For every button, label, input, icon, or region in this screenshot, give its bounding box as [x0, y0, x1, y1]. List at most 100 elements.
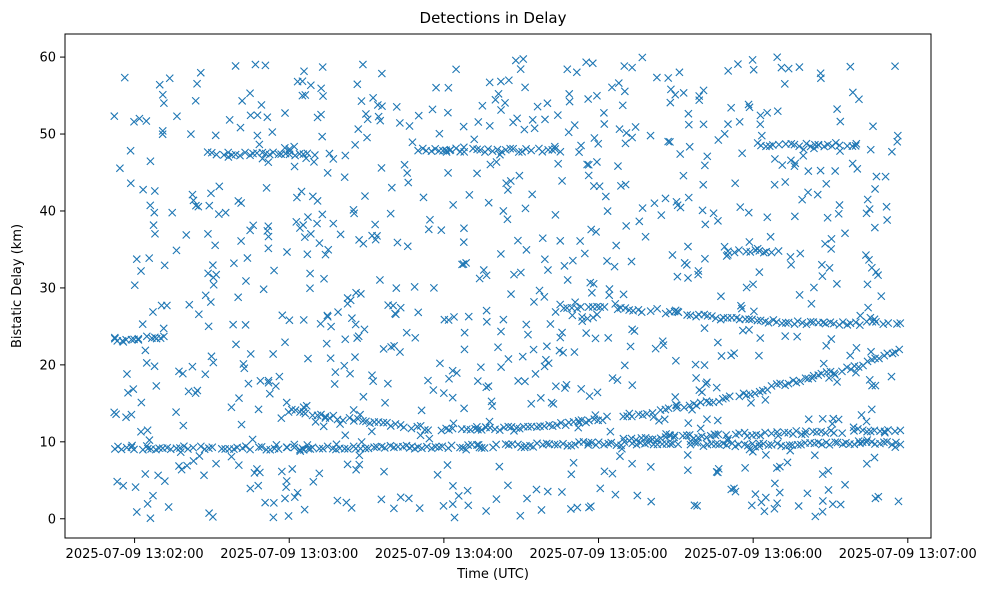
detection-point	[274, 150, 283, 159]
detection-point	[723, 247, 732, 256]
detection-point	[393, 238, 402, 247]
detection-point	[821, 428, 830, 437]
detection-point	[281, 109, 290, 118]
detection-point	[462, 258, 471, 267]
detection-point	[326, 354, 335, 363]
detection-point	[303, 441, 312, 450]
detection-point	[172, 408, 181, 417]
detection-point	[425, 215, 434, 224]
detection-point	[784, 428, 793, 437]
detection-point	[130, 117, 139, 126]
detection-point	[864, 303, 873, 312]
detection-point	[550, 142, 559, 151]
detection-point	[540, 362, 549, 371]
detection-point	[191, 201, 200, 210]
detection-point	[697, 388, 706, 397]
detection-point	[150, 362, 159, 371]
detection-point	[652, 435, 661, 444]
detection-point	[727, 351, 736, 360]
detection-point	[495, 462, 504, 471]
detection-point	[692, 373, 701, 382]
detection-point	[761, 395, 770, 404]
detection-point	[448, 393, 457, 402]
detection-point	[349, 405, 358, 414]
detection-point	[324, 245, 333, 254]
detection-point	[606, 427, 615, 436]
detection-point	[259, 285, 268, 294]
detection-point	[404, 494, 413, 503]
detection-point	[583, 314, 592, 323]
detection-point	[799, 145, 808, 154]
detection-point	[645, 435, 654, 444]
detection-point	[716, 292, 725, 301]
detection-point	[347, 314, 356, 323]
detection-point	[495, 426, 504, 435]
detection-point	[183, 461, 192, 470]
detection-point	[569, 458, 578, 467]
detection-point	[319, 422, 328, 431]
detection-point	[747, 398, 756, 407]
detection-point	[763, 108, 772, 117]
detection-point	[701, 380, 710, 389]
detection-point	[838, 429, 847, 438]
detection-point	[113, 477, 122, 486]
detection-point	[256, 376, 265, 385]
detection-point	[647, 497, 656, 506]
detection-point	[819, 318, 828, 327]
detection-point	[311, 417, 320, 426]
detection-point	[558, 176, 567, 185]
detection-point	[280, 143, 289, 152]
detection-point	[863, 195, 872, 204]
detection-point	[386, 209, 395, 218]
detection-point	[134, 335, 143, 344]
detection-point	[476, 145, 485, 154]
detection-point	[893, 137, 902, 146]
detection-point	[303, 213, 312, 222]
detection-point	[204, 322, 213, 331]
detection-point	[188, 362, 197, 371]
detection-point	[281, 494, 289, 503]
detection-point	[497, 106, 506, 115]
detection-point	[219, 151, 228, 160]
detection-point	[756, 334, 765, 343]
detection-point	[806, 317, 815, 326]
detection-point	[281, 338, 290, 347]
detection-point	[559, 439, 568, 448]
detection-point	[380, 443, 389, 452]
detection-point	[296, 408, 305, 416]
detection-point	[141, 469, 150, 478]
detection-point	[384, 301, 393, 310]
detection-point	[211, 241, 220, 250]
detection-point	[671, 393, 680, 402]
detection-point	[571, 440, 580, 449]
detection-point	[501, 145, 510, 154]
detection-point	[158, 130, 167, 139]
detection-point	[277, 467, 286, 476]
detection-point	[185, 300, 194, 309]
detection-point	[454, 491, 463, 500]
detection-point	[693, 501, 702, 510]
detection-point	[582, 329, 591, 338]
detection-point	[112, 410, 121, 419]
detection-point	[360, 192, 369, 201]
detection-point	[853, 424, 862, 433]
detection-point	[518, 147, 527, 156]
detection-point	[269, 498, 278, 507]
detection-point	[265, 150, 274, 159]
x-axis-ticks: 2025-07-09 13:02:00 2025-07-09 13:03:00 20…	[66, 538, 977, 562]
detection-point	[356, 410, 365, 419]
detection-point	[492, 158, 501, 166]
detection-point	[767, 248, 776, 257]
detection-point	[587, 438, 596, 447]
detection-point	[501, 440, 510, 449]
detection-point	[158, 126, 167, 135]
detection-point	[459, 143, 468, 152]
detection-point	[896, 440, 905, 449]
detection-point	[235, 394, 243, 403]
detection-point	[736, 301, 745, 310]
detection-point	[594, 438, 603, 447]
detection-point	[343, 460, 352, 469]
detection-point	[357, 97, 366, 106]
detection-point	[698, 206, 707, 215]
detection-point	[532, 485, 541, 494]
